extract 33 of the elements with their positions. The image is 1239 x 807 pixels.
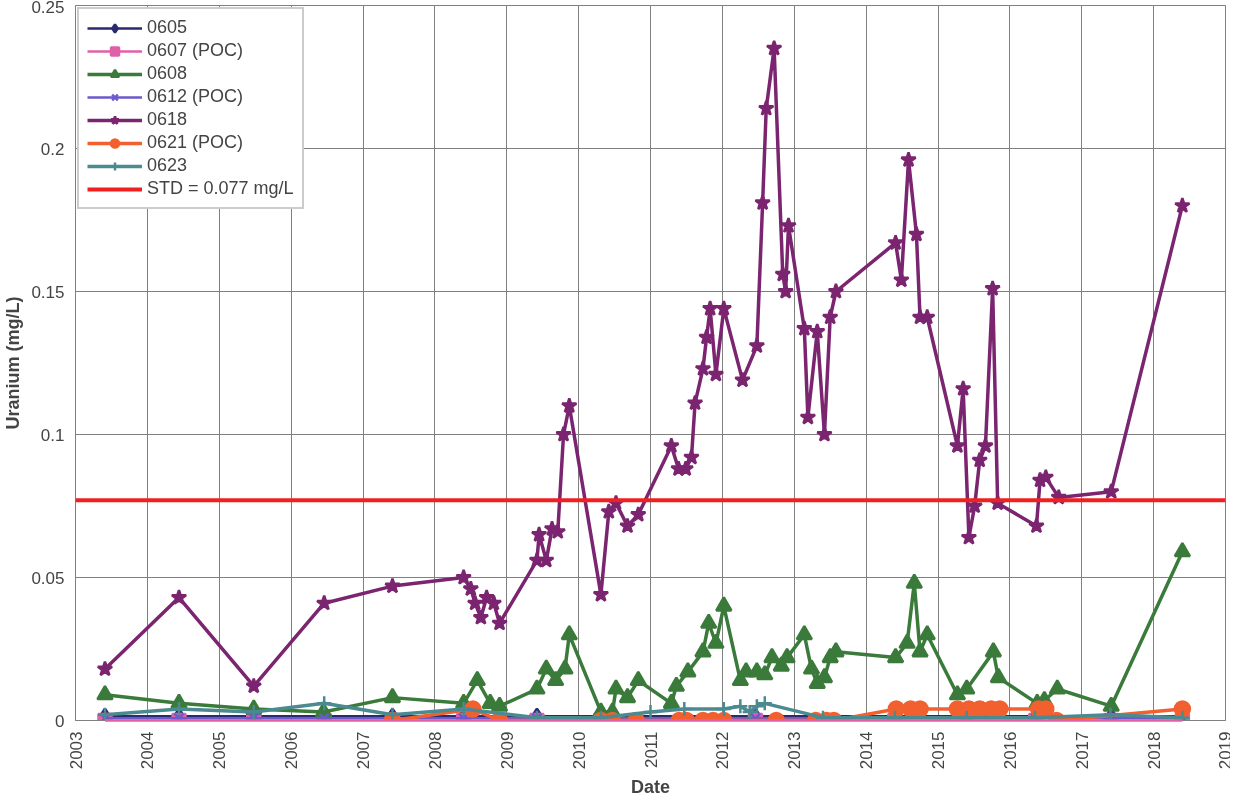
x-tick-label: 2013 — [785, 731, 805, 770]
x-tick-label: 2008 — [425, 731, 445, 770]
legend-label: 0623 — [147, 155, 188, 176]
x-tick-label: 2005 — [210, 731, 230, 770]
y-tick-label: 0.2 — [40, 139, 65, 159]
legend-label: STD = 0.077 mg/L — [147, 178, 294, 199]
x-tick-label: 2017 — [1072, 731, 1092, 770]
y-tick-label: 0.1 — [40, 425, 65, 445]
x-tick-label: 2015 — [929, 731, 948, 770]
legend-label: 0621 (POC) — [147, 132, 244, 153]
x-tick-label: 2016 — [1000, 731, 1020, 770]
legend-label: 0612 (POC) — [147, 86, 244, 107]
x-tick-label: 2010 — [569, 731, 589, 770]
x-tick-label: 2003 — [66, 731, 86, 770]
x-tick-label: 2018 — [1144, 731, 1164, 770]
legend-label: 0605 — [147, 17, 188, 38]
y-axis-title: Uranium (mg/L) — [3, 296, 24, 430]
x-axis-title: Date — [630, 777, 671, 798]
x-tick-label: 2009 — [497, 731, 517, 770]
x-tick-label: 2012 — [713, 731, 733, 770]
x-tick-label: 2011 — [641, 731, 661, 769]
x-tick-label: 2019 — [1215, 731, 1235, 770]
y-tick-label: 0 — [55, 711, 65, 731]
x-tick-label: 2014 — [857, 731, 877, 770]
legend-label: 0607 (POC) — [147, 40, 244, 61]
y-tick-label: 0.05 — [31, 568, 65, 588]
y-tick-label: 0.15 — [31, 282, 65, 302]
legend-label: 0618 — [147, 109, 188, 130]
x-tick-label: 2004 — [138, 731, 158, 770]
y-tick-label: 0.25 — [31, 0, 65, 17]
x-tick-label: 2007 — [354, 731, 373, 770]
x-tick-label: 2006 — [282, 731, 302, 770]
legend-label: 0608 — [147, 63, 188, 84]
